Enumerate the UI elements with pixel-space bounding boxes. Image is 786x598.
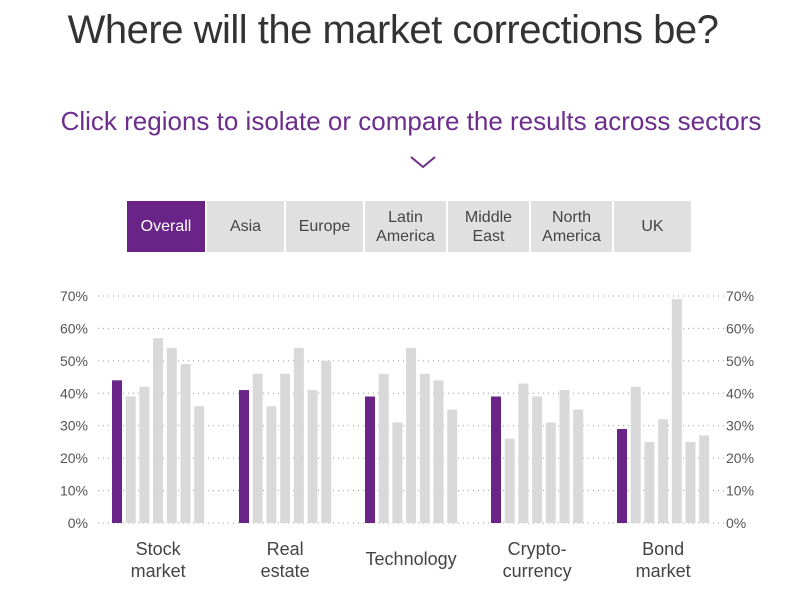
y-tick-label-right: 60% bbox=[726, 320, 754, 336]
bar-europe-technology[interactable] bbox=[392, 422, 403, 523]
bar-middle-east-crypto-currency[interactable] bbox=[545, 422, 556, 523]
y-tick-label-left: 40% bbox=[60, 385, 88, 401]
tab-europe[interactable]: Europe bbox=[286, 201, 363, 252]
bar-latin-america-real-estate[interactable] bbox=[280, 373, 291, 523]
bar-asia-crypto-currency[interactable] bbox=[504, 438, 515, 523]
bar-middle-east-bond-market[interactable] bbox=[671, 299, 682, 523]
x-category-label: Real estate bbox=[261, 539, 310, 581]
bar-asia-bond-market[interactable] bbox=[630, 386, 641, 523]
tab-middle-east[interactable]: Middle East bbox=[448, 201, 529, 252]
region-tabs: Overall Asia Europe Latin America Middle… bbox=[127, 201, 693, 252]
bar-uk-bond-market[interactable] bbox=[699, 435, 710, 523]
bar-overall-stock-market[interactable] bbox=[112, 380, 122, 523]
bar-overall-bond-market[interactable] bbox=[617, 428, 627, 523]
bar-middle-east-real-estate[interactable] bbox=[293, 347, 304, 523]
bar-europe-bond-market[interactable] bbox=[644, 441, 655, 523]
bar-latin-america-bond-market[interactable] bbox=[658, 419, 669, 523]
y-tick-label-right: 20% bbox=[726, 450, 754, 466]
bar-overall-technology[interactable] bbox=[365, 396, 375, 523]
bar-middle-east-stock-market[interactable] bbox=[166, 347, 177, 523]
x-category-label: Bond market bbox=[636, 539, 691, 581]
y-tick-label-right: 70% bbox=[726, 288, 754, 304]
instructions-subtitle: Click regions to isolate or compare the … bbox=[60, 106, 762, 136]
y-tick-label-right: 50% bbox=[726, 353, 754, 369]
bar-uk-technology[interactable] bbox=[447, 409, 458, 524]
chevron-down-icon[interactable] bbox=[409, 154, 437, 175]
tab-overall[interactable]: Overall bbox=[127, 201, 205, 252]
x-category-label: Stock market bbox=[131, 539, 186, 581]
y-tick-label-left: 30% bbox=[60, 418, 88, 434]
y-tick-label-left: 10% bbox=[60, 483, 88, 499]
tab-uk[interactable]: UK bbox=[614, 201, 691, 252]
bar-north-america-real-estate[interactable] bbox=[307, 390, 318, 523]
bar-asia-real-estate[interactable] bbox=[252, 373, 263, 523]
bar-overall-real-estate[interactable] bbox=[239, 390, 249, 523]
bar-europe-real-estate[interactable] bbox=[266, 406, 277, 523]
tab-north-america[interactable]: North America bbox=[531, 201, 612, 252]
bar-latin-america-crypto-currency[interactable] bbox=[532, 396, 543, 523]
bar-overall-crypto-currency[interactable] bbox=[491, 396, 501, 523]
bar-latin-america-technology[interactable] bbox=[406, 347, 417, 523]
bar-europe-crypto-currency[interactable] bbox=[518, 383, 529, 523]
y-tick-label-left: 70% bbox=[60, 288, 88, 304]
y-tick-label-right: 0% bbox=[726, 515, 746, 531]
y-tick-label-right: 10% bbox=[726, 483, 754, 499]
x-category-label: Technology bbox=[366, 549, 457, 569]
x-category-label: Crypto-currency bbox=[503, 539, 572, 581]
bar-latin-america-stock-market[interactable] bbox=[153, 338, 164, 523]
bar-uk-stock-market[interactable] bbox=[194, 406, 205, 523]
y-tick-label-left: 60% bbox=[60, 320, 88, 336]
bar-north-america-crypto-currency[interactable] bbox=[559, 390, 570, 523]
page-title: Where will the market corrections be? bbox=[67, 8, 719, 52]
tab-asia[interactable]: Asia bbox=[207, 201, 284, 252]
y-tick-label-right: 30% bbox=[726, 418, 754, 434]
bar-asia-stock-market[interactable] bbox=[125, 396, 136, 523]
bar-middle-east-technology[interactable] bbox=[419, 373, 430, 523]
bar-north-america-technology[interactable] bbox=[433, 380, 444, 523]
bar-uk-real-estate[interactable] bbox=[321, 360, 332, 523]
sector-bar-chart: 0% 0% 10% 10% 20% 20% 30% 30% 40% 40% 50% 50% 60% 60%… bbox=[60, 288, 754, 581]
y-tick-label-left: 20% bbox=[60, 450, 88, 466]
bar-uk-crypto-currency[interactable] bbox=[573, 409, 584, 524]
bar-europe-stock-market[interactable] bbox=[139, 386, 150, 523]
bar-north-america-stock-market[interactable] bbox=[180, 364, 191, 523]
bar-north-america-bond-market[interactable] bbox=[685, 441, 696, 523]
y-tick-label-right: 40% bbox=[726, 385, 754, 401]
y-tick-label-left: 0% bbox=[68, 515, 88, 531]
tab-latin-america[interactable]: Latin America bbox=[365, 201, 446, 252]
bar-asia-technology[interactable] bbox=[378, 373, 389, 523]
y-tick-label-left: 50% bbox=[60, 353, 88, 369]
